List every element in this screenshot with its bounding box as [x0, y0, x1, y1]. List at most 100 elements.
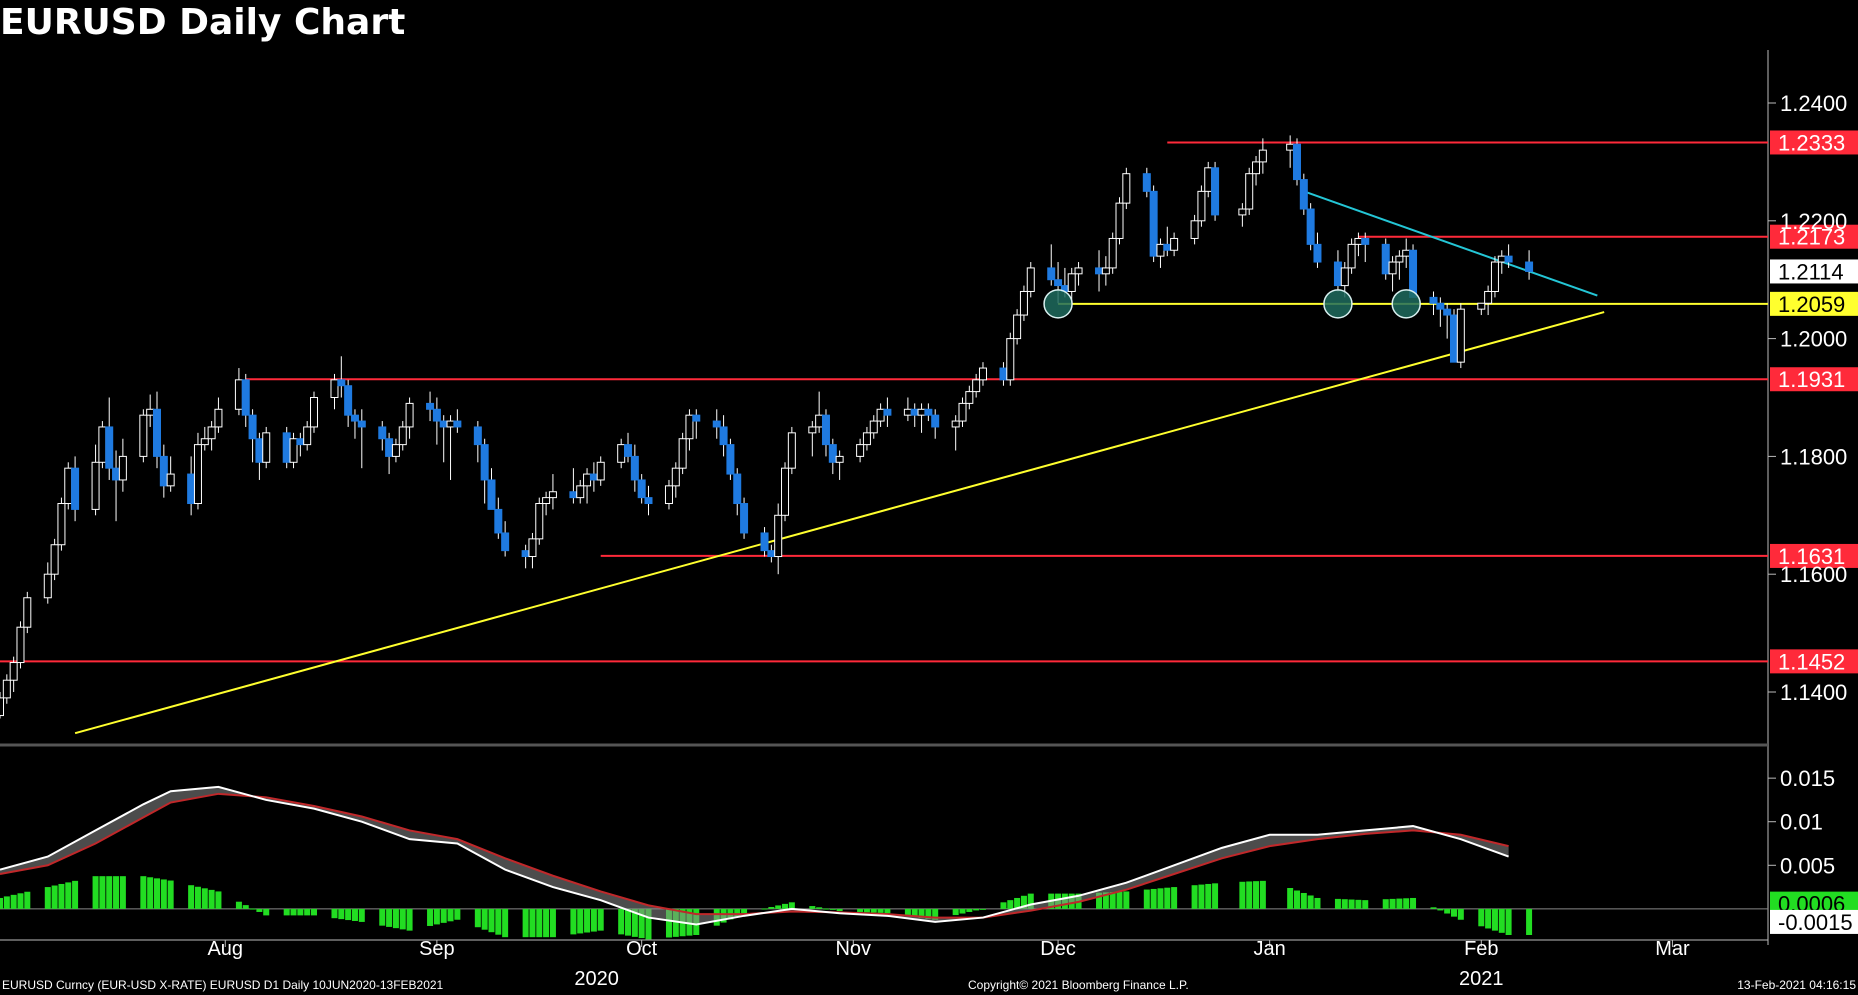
osc-histogram-bar	[1027, 893, 1034, 909]
candle	[1477, 302, 1486, 316]
osc-tick-label: 0.01	[1780, 810, 1823, 835]
candle-body	[289, 438, 298, 463]
candle	[1313, 232, 1322, 268]
candle-body	[1490, 261, 1499, 292]
candle	[740, 497, 749, 539]
osc-histogram-bar	[1287, 888, 1294, 909]
candle	[159, 444, 168, 498]
osc-histogram-bar	[440, 908, 447, 923]
candle	[1292, 138, 1301, 186]
candle	[528, 532, 537, 569]
candle-body	[624, 444, 633, 457]
osc-histogram-bar	[1246, 881, 1253, 909]
candle-body	[344, 385, 353, 416]
candle	[726, 438, 735, 480]
candle-body	[1047, 267, 1056, 281]
footer-copyright: Copyright© 2021 Bloomberg Finance L.P.	[968, 978, 1189, 992]
osc-histogram-bar	[1300, 892, 1307, 909]
osc-histogram-bar	[119, 876, 126, 909]
candle-body	[446, 420, 455, 428]
candle-body	[296, 438, 305, 446]
candle	[1306, 203, 1315, 251]
candle-body	[16, 626, 25, 664]
candle	[1047, 244, 1056, 286]
candle-body	[1115, 202, 1124, 239]
candle-body	[617, 444, 626, 463]
osc-histogram-bar	[488, 908, 495, 933]
osc-fast-line	[0, 785, 1509, 926]
osc-histogram-bar	[857, 908, 864, 912]
candle-body	[193, 444, 202, 505]
candle	[1101, 256, 1110, 286]
candle-body	[589, 473, 598, 481]
candle	[548, 474, 557, 510]
candle-body	[678, 438, 687, 469]
candle-body	[330, 379, 339, 398]
candle-body	[1163, 243, 1172, 251]
candle	[166, 456, 175, 492]
osc-histogram-bar	[1478, 908, 1485, 927]
candle-body	[630, 455, 639, 481]
osc-histogram-bar	[822, 908, 829, 910]
candle-body	[1013, 314, 1022, 340]
candle	[350, 409, 359, 439]
candle	[1299, 173, 1308, 215]
candle-body	[439, 420, 448, 428]
candle	[1019, 285, 1028, 321]
osc-histogram-bar	[0, 897, 3, 909]
candle	[1013, 309, 1022, 345]
candle	[719, 415, 728, 457]
candle-body	[1006, 338, 1015, 381]
candle	[200, 426, 209, 451]
candle-body	[712, 420, 721, 428]
level-label: 1.1631	[1778, 544, 1845, 569]
osc-histogram-bar	[1334, 898, 1341, 909]
candles-layer	[0, 135, 1534, 719]
candle-body	[1054, 279, 1063, 287]
level-label: 1.1931	[1778, 367, 1845, 392]
candle-body	[166, 473, 175, 487]
candle-body	[903, 408, 912, 416]
candle-body	[1190, 220, 1199, 239]
candle-body	[1245, 173, 1254, 210]
candle	[903, 397, 912, 422]
osc-histogram-bar	[618, 908, 625, 935]
candle	[241, 373, 250, 427]
candle	[146, 394, 155, 427]
candle-body	[1361, 237, 1370, 245]
candle	[637, 474, 646, 504]
candle	[630, 444, 639, 492]
osc-histogram-bar	[911, 908, 918, 917]
candle	[678, 432, 687, 475]
candle-body	[1122, 173, 1131, 204]
osc-histogram-bar	[1253, 881, 1260, 909]
candle	[1436, 297, 1445, 327]
year-label: 2021	[1459, 968, 1504, 990]
candle-body	[1299, 179, 1308, 210]
candle-body	[637, 479, 646, 499]
candle-body	[139, 414, 148, 457]
candle-body	[207, 426, 216, 440]
osc-histogram-bar	[256, 908, 263, 912]
candle-body	[1525, 261, 1534, 272]
candle	[43, 562, 52, 604]
candle	[1258, 138, 1267, 174]
candle	[64, 462, 73, 510]
osc-histogram-bar	[577, 908, 584, 934]
candle-body	[767, 550, 776, 558]
candle-body	[835, 455, 844, 463]
candle	[1163, 226, 1172, 257]
candle	[385, 432, 394, 475]
footer-timestamp: 13-Feb-2021 04:16:15	[1737, 978, 1856, 992]
osc-histogram-bar	[44, 887, 51, 909]
candle	[1245, 167, 1254, 215]
osc-histogram-bar	[952, 908, 959, 916]
candle-body	[1026, 267, 1035, 292]
osc-histogram-bar	[1150, 888, 1157, 909]
osc-histogram-bar	[290, 908, 297, 916]
candle	[576, 479, 585, 504]
candle	[760, 527, 769, 557]
osc-histogram-bar	[638, 908, 645, 939]
osc-histogram-bar	[345, 908, 352, 921]
